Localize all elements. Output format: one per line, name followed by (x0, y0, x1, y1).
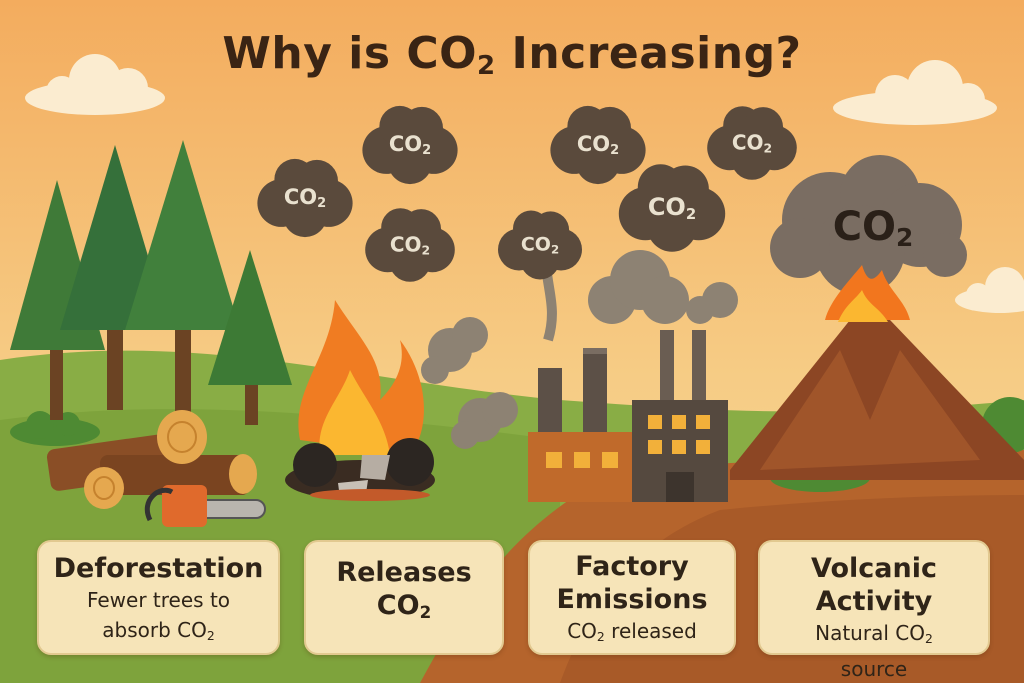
card-releases: Releases CO2 (304, 540, 504, 655)
smoke-cloud-icon (362, 105, 458, 185)
card-text: Natural CO2 (815, 621, 933, 647)
log-pile-icon (46, 410, 257, 509)
smoke-cloud-icon (618, 164, 726, 252)
smoke-cloud-icon (498, 210, 582, 280)
card-text: source (840, 657, 908, 682)
pine-tree-icon (10, 140, 292, 425)
smoke-cloud-icon (707, 106, 797, 180)
card-heading: Emissions (556, 584, 708, 615)
card-heading: Releases (336, 557, 472, 588)
co2-label: CO2 (283, 184, 327, 212)
card-text: Fewer trees to (86, 588, 231, 612)
card-heading: Deforestation (53, 553, 264, 584)
cloud-icon (833, 60, 997, 125)
volcano-co2-label: CO2 (832, 203, 914, 253)
co2-label: CO2 (647, 193, 697, 223)
smoke-cloud-icon (365, 208, 455, 282)
card-text: CO2 released (567, 619, 697, 645)
card-text: absorb CO2 (102, 618, 215, 644)
co2-label: CO2 (576, 131, 620, 159)
card-heading: Volcanic Activity (811, 553, 937, 617)
co2-label: CO2 (388, 131, 432, 159)
cloud-icon (955, 267, 1024, 313)
card-factory-emissions: Factory Emissions CO2 released (528, 540, 736, 655)
factory-icon (528, 239, 738, 502)
smoke-cloud-icon (550, 105, 646, 185)
co2-label: CO2 (520, 233, 560, 257)
volcano-icon (730, 155, 1024, 480)
card-heading: CO2 (376, 590, 432, 623)
cloud-icon (25, 54, 165, 115)
page-title: Why is CO2 Increasing? (222, 28, 802, 81)
card-volcanic-activity: Volcanic Activity Natural CO2 source (758, 540, 990, 681)
smoke-cloud-icon (257, 158, 353, 238)
co2-label: CO2 (731, 130, 773, 156)
co2-label: CO2 (389, 232, 431, 258)
chainsaw-icon (145, 485, 266, 527)
campfire-icon (285, 300, 435, 501)
card-deforestation: Deforestation Fewer trees to absorb CO2 (37, 540, 280, 655)
card-heading: Factory (575, 551, 689, 582)
